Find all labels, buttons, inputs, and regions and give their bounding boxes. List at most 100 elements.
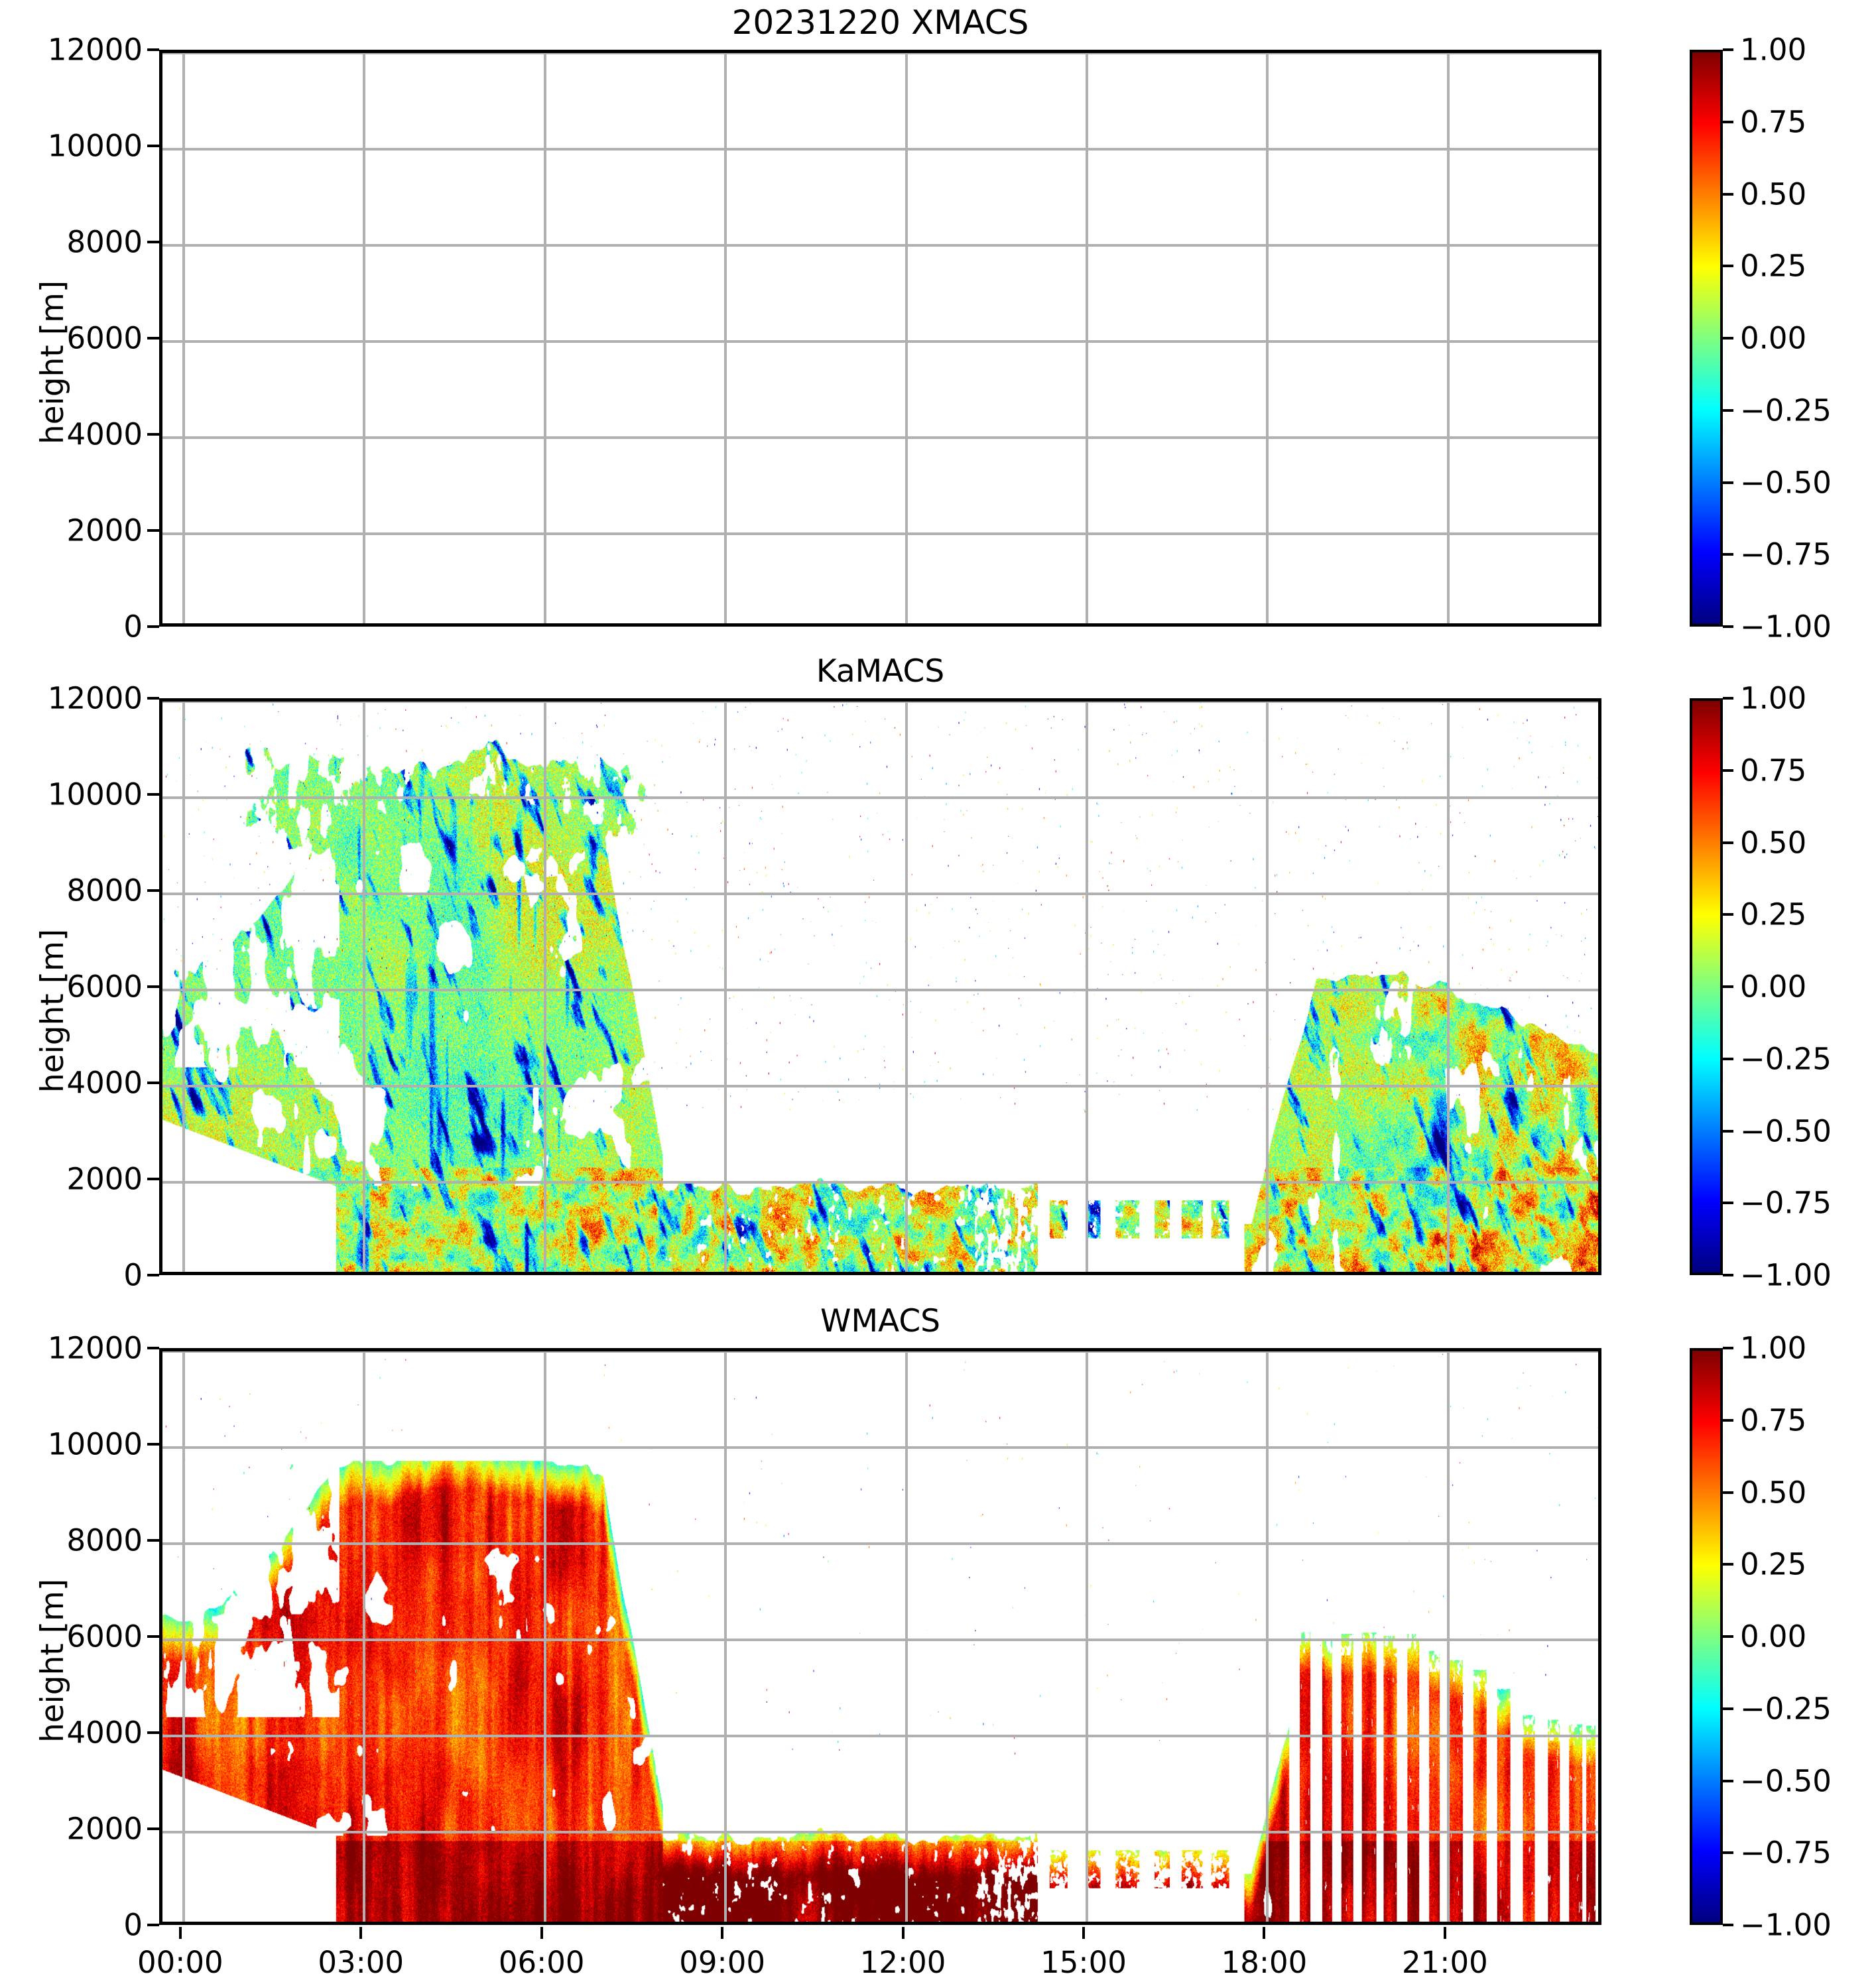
colorbar-tick-mark	[1723, 1418, 1733, 1422]
gridline-vertical	[182, 1351, 185, 1922]
figure-title: 20231220 XMACS	[731, 3, 1029, 42]
gridline-vertical	[1446, 53, 1450, 623]
colorbar-tick-mark	[1723, 985, 1733, 988]
colorbar-tick-label: 0.75	[1740, 1402, 1807, 1438]
plot-area-wmacs[interactable]	[159, 1348, 1601, 1925]
colorbar-tick-mark	[1723, 265, 1733, 268]
x-tick-label: 03:00	[318, 1945, 405, 1980]
y-tick-mark	[147, 433, 159, 436]
x-tick-mark	[359, 1927, 363, 1939]
gridline-vertical	[905, 702, 908, 1272]
x-tick-mark	[540, 1927, 543, 1939]
colorbar-tick-mark	[1723, 553, 1733, 556]
y-tick-label: 2000	[66, 513, 143, 548]
plot-area-xmacs[interactable]	[159, 50, 1601, 627]
y-tick-mark	[147, 1539, 159, 1542]
y-tick-label: 8000	[66, 1522, 143, 1558]
y-tick-mark	[147, 1827, 159, 1830]
y-tick-mark	[147, 1274, 159, 1276]
y-tick-label: 0	[123, 609, 143, 645]
colorbar-tick-label: 0.75	[1740, 104, 1807, 140]
plot-area-kamacs[interactable]	[159, 698, 1601, 1275]
gridline-horizontal	[162, 1181, 1598, 1184]
y-tick-mark	[147, 1731, 159, 1734]
y-tick-label: 10000	[47, 1426, 143, 1462]
colorbar-tick-mark	[1723, 481, 1733, 484]
x-tick-label: 09:00	[679, 1945, 765, 1980]
colorbar-tick-mark	[1723, 408, 1733, 412]
y-tick-mark	[147, 337, 159, 340]
colorbar-tick-mark	[1723, 1924, 1733, 1926]
gridline-horizontal	[162, 1735, 1598, 1737]
colorbar-xmacs[interactable]	[1690, 50, 1723, 627]
gridline-horizontal	[162, 796, 1598, 799]
colorbar-tick-mark	[1723, 1347, 1733, 1349]
gridline-vertical	[1266, 1351, 1269, 1922]
gridline-vertical	[1446, 1351, 1450, 1922]
gridline-horizontal	[162, 989, 1598, 991]
x-tick-mark	[901, 1927, 905, 1939]
gridline-horizontal	[162, 1085, 1598, 1087]
x-tick-label: 00:00	[137, 1945, 223, 1980]
y-tick-label: 6000	[66, 1619, 143, 1654]
colorbar-tick-mark	[1723, 1707, 1733, 1710]
colorbar-tick-label: 0.50	[1740, 176, 1807, 212]
gridline-vertical	[905, 1351, 908, 1922]
colorbar-tick-label: −1.00	[1740, 1907, 1832, 1943]
x-tick-label: 15:00	[1040, 1945, 1127, 1980]
y-tick-mark	[147, 241, 159, 243]
colorbar-tick-label: 1.00	[1740, 1330, 1807, 1366]
gridline-horizontal	[162, 702, 1598, 703]
colorbar-wmacs[interactable]	[1690, 1348, 1723, 1925]
colorbar-tick-mark	[1723, 1779, 1733, 1782]
gridline-vertical	[182, 702, 185, 1272]
y-tick-mark	[147, 889, 159, 892]
colorbar-kamacs[interactable]	[1690, 698, 1723, 1275]
colorbar-tick-mark	[1723, 1129, 1733, 1133]
heatmap-canvas-kamacs	[162, 702, 1598, 1272]
colorbar-tick-mark	[1723, 697, 1733, 700]
y-tick-mark	[147, 48, 159, 51]
colorbar-tick-label: −0.50	[1740, 1763, 1832, 1798]
colorbar-tick-label: −0.25	[1740, 393, 1832, 428]
y-tick-mark	[147, 529, 159, 532]
colorbar-tick-mark	[1723, 1851, 1733, 1855]
colorbar-tick-label: 0.00	[1740, 320, 1807, 356]
x-tick-mark	[1082, 1927, 1085, 1939]
colorbar-tick-label: −0.75	[1740, 1185, 1832, 1221]
colorbar-tick-label: −0.75	[1740, 1835, 1832, 1871]
y-tick-mark	[147, 145, 159, 147]
y-tick-label: 6000	[66, 969, 143, 1005]
panel-xmacs: 20231220 XMACS	[0, 0, 1876, 637]
gridline-vertical	[724, 1351, 727, 1922]
colorbar-tick-mark	[1723, 1635, 1733, 1638]
heatmap-canvas-wmacs	[162, 1351, 1598, 1922]
y-tick-label: 2000	[66, 1161, 143, 1197]
colorbar-tick-label: 1.00	[1740, 680, 1807, 716]
y-tick-label: 10000	[47, 128, 143, 164]
colorbar-tick-mark	[1723, 913, 1733, 916]
gridline-vertical	[905, 53, 908, 623]
colorbar-tick-label: −0.50	[1740, 1113, 1832, 1148]
gridline-horizontal	[162, 53, 1598, 54]
gridline-horizontal	[162, 1639, 1598, 1641]
gridline-horizontal	[162, 1831, 1598, 1833]
colorbar-tick-label: 0.75	[1740, 753, 1807, 788]
y-tick-label: 8000	[66, 873, 143, 908]
gridline-vertical	[1266, 53, 1269, 623]
heatmap-canvas-xmacs	[162, 53, 1598, 623]
colorbar-tick-label: 0.25	[1740, 1546, 1807, 1582]
gridline-vertical	[1446, 702, 1450, 1272]
colorbar-tick-label: 0.00	[1740, 1619, 1807, 1654]
gridline-vertical	[1266, 702, 1269, 1272]
colorbar-tick-mark	[1723, 337, 1733, 340]
gridline-horizontal	[162, 244, 1598, 247]
gridline-vertical	[1085, 702, 1088, 1272]
gridline-vertical	[1085, 53, 1088, 623]
y-tick-mark	[147, 793, 159, 796]
y-tick-mark	[147, 1178, 159, 1180]
panel-kamacs: KaMACS	[0, 653, 1876, 1290]
colorbar-tick-label: −1.00	[1740, 609, 1832, 645]
y-tick-mark	[147, 697, 159, 700]
